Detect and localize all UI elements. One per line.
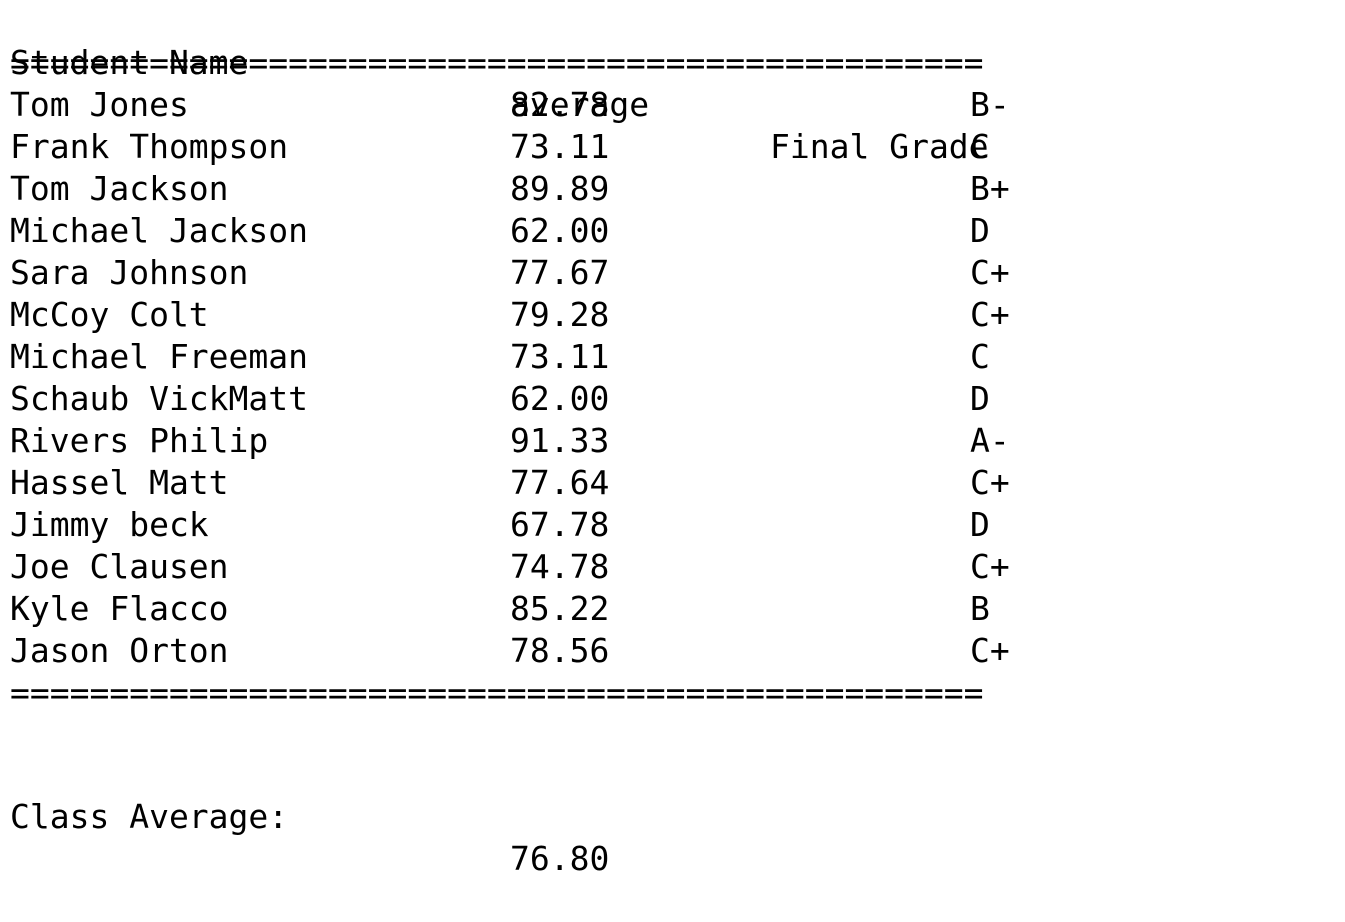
student-final-grade: C+ xyxy=(970,631,1010,670)
student-average: 67.78 xyxy=(510,505,610,544)
student-average: 73.11 xyxy=(510,127,610,166)
table-row: Rivers Philip 91.33 A- xyxy=(10,420,1330,462)
student-rows: Tom Jones 82.78 B- Frank Thompson 73.11 C Tom … xyxy=(10,84,1330,672)
student-name: Tom Jones xyxy=(10,85,189,124)
student-name: Sara Johnson xyxy=(10,253,249,292)
header-average: average xyxy=(510,85,650,124)
student-average: 89.89 xyxy=(510,169,610,208)
student-average: 62.00 xyxy=(510,379,610,418)
student-average: 82.78 xyxy=(510,85,610,124)
student-final-grade: D xyxy=(970,211,990,250)
student-name: Jason Orton xyxy=(10,631,229,670)
table-row: Kyle Flacco 85.22 B xyxy=(10,588,1330,630)
student-final-grade: C xyxy=(970,127,990,166)
student-name: Jimmy beck xyxy=(10,505,209,544)
table-row: Hassel Matt 77.64 C+ xyxy=(10,462,1330,504)
table-row: Jimmy beck 67.78 D xyxy=(10,504,1330,546)
table-row: Tom Jackson 89.89 B+ xyxy=(10,168,1330,210)
header-student-name: Student Name xyxy=(10,43,249,82)
student-name: Joe Clausen xyxy=(10,547,229,586)
student-name: Schaub VickMatt xyxy=(10,379,309,418)
student-final-grade: D xyxy=(970,379,990,418)
table-row: Michael Freeman 73.11 C xyxy=(10,336,1330,378)
student-final-grade: D xyxy=(970,505,990,544)
table-row: Jason Orton 78.56 C+ xyxy=(10,630,1330,672)
header-final-grade: Final Grade xyxy=(770,127,989,166)
student-name: Michael Freeman xyxy=(10,337,309,376)
student-final-grade: B+ xyxy=(970,169,1010,208)
table-row: Schaub VickMatt 62.00 D xyxy=(10,378,1330,420)
student-average: 85.22 xyxy=(510,589,610,628)
student-average: 78.56 xyxy=(510,631,610,670)
table-row: Sara Johnson 77.67 C+ xyxy=(10,252,1330,294)
table-row: Michael Jackson 62.00 D xyxy=(10,210,1330,252)
student-final-grade: A- xyxy=(970,421,1010,460)
student-average: 77.67 xyxy=(510,253,610,292)
class-average-label: Class Average: xyxy=(10,797,289,836)
student-final-grade: C+ xyxy=(970,463,1010,502)
header-row: Student Name average Final Grade xyxy=(10,0,1330,166)
student-name: Frank Thompson xyxy=(10,127,289,166)
student-final-grade: C+ xyxy=(970,547,1010,586)
student-final-grade: C+ xyxy=(970,295,1010,334)
student-name: Kyle Flacco xyxy=(10,589,229,628)
separator-bottom: ========================================… xyxy=(10,673,984,712)
console-output: Student Name average Final Grade =======… xyxy=(10,0,1330,878)
table-row: Tom Jones 82.78 B- xyxy=(10,84,1330,126)
table-row: Frank Thompson 73.11 C xyxy=(10,126,1330,168)
student-average: 79.28 xyxy=(510,295,610,334)
student-name: Tom Jackson xyxy=(10,169,229,208)
student-average: 91.33 xyxy=(510,421,610,460)
student-final-grade: C xyxy=(970,337,990,376)
blank-line xyxy=(10,714,1330,754)
class-average-row: Class Average: 76.80 xyxy=(10,754,1330,878)
separator-top: ========================================… xyxy=(10,43,984,82)
student-final-grade: B- xyxy=(970,85,1010,124)
student-final-grade: C+ xyxy=(970,253,1010,292)
student-name: Michael Jackson xyxy=(10,211,309,250)
student-name: Hassel Matt xyxy=(10,463,229,502)
student-name: Rivers Philip xyxy=(10,421,269,460)
student-average: 62.00 xyxy=(510,211,610,250)
class-average-value: 76.80 xyxy=(510,839,610,878)
student-final-grade: B xyxy=(970,589,990,628)
table-row: McCoy Colt 79.28 C+ xyxy=(10,294,1330,336)
table-row: Joe Clausen 74.78 C+ xyxy=(10,546,1330,588)
student-name: McCoy Colt xyxy=(10,295,209,334)
student-average: 73.11 xyxy=(510,337,610,376)
student-average: 74.78 xyxy=(510,547,610,586)
student-average: 77.64 xyxy=(510,463,610,502)
